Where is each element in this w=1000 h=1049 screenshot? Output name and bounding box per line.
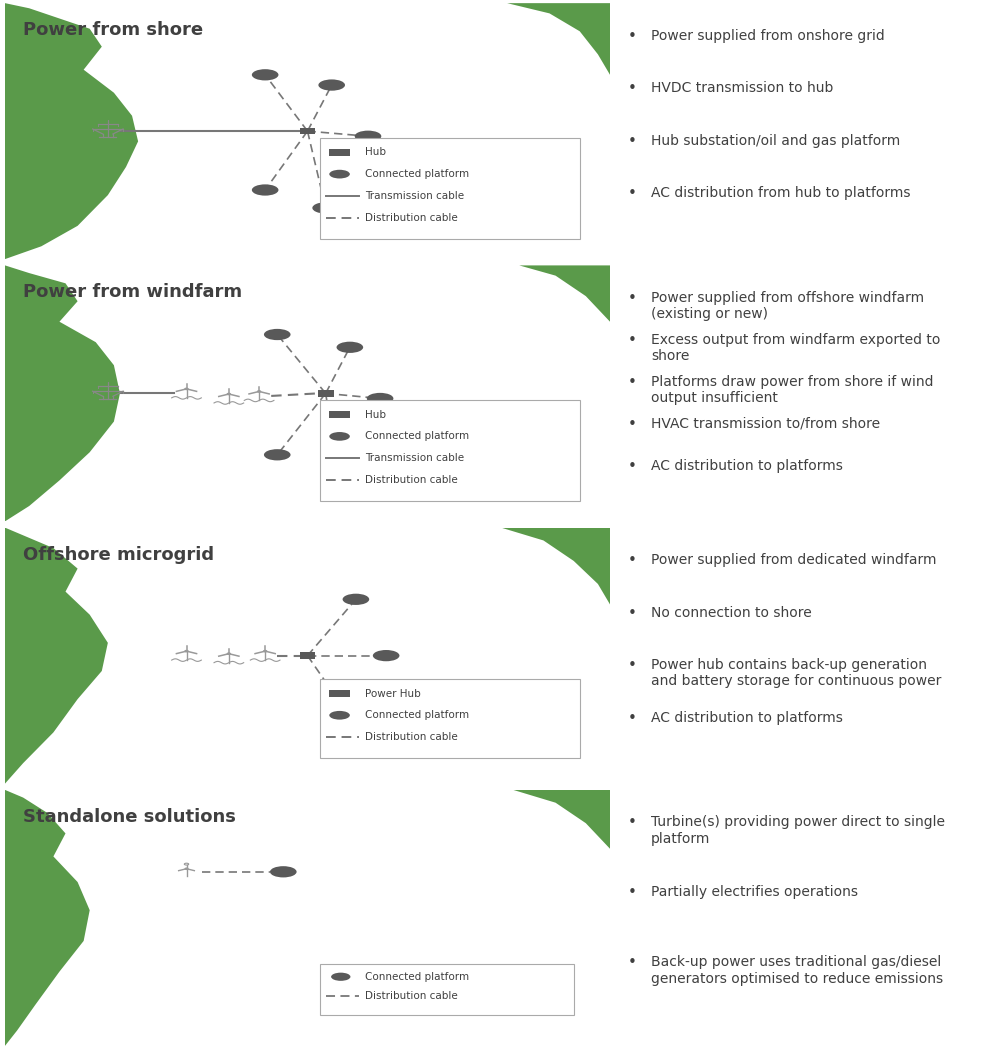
Bar: [320, 137, 580, 238]
Text: Standalone solutions: Standalone solutions: [23, 808, 236, 826]
Circle shape: [270, 866, 297, 877]
Text: Power from windfarm: Power from windfarm: [23, 283, 242, 301]
Circle shape: [337, 342, 363, 352]
Circle shape: [373, 650, 399, 661]
Circle shape: [324, 465, 351, 476]
Text: Power supplied from onshore grid: Power supplied from onshore grid: [651, 28, 885, 43]
Circle shape: [264, 329, 291, 340]
Text: •: •: [628, 956, 637, 970]
Text: AC distribution to platforms: AC distribution to platforms: [651, 710, 843, 725]
Circle shape: [312, 202, 339, 214]
Circle shape: [264, 449, 291, 461]
Text: •: •: [628, 710, 637, 726]
Text: Connected platform: Connected platform: [365, 971, 469, 982]
Text: •: •: [628, 885, 637, 900]
Text: Transmission cable: Transmission cable: [365, 191, 464, 200]
Circle shape: [258, 391, 261, 392]
Text: Hub: Hub: [365, 147, 386, 157]
Text: AC distribution from hub to platforms: AC distribution from hub to platforms: [651, 186, 910, 200]
Circle shape: [185, 388, 188, 389]
Text: HVAC transmission to/from shore: HVAC transmission to/from shore: [651, 416, 880, 431]
Text: Hub substation/oil and gas platform: Hub substation/oil and gas platform: [651, 133, 900, 148]
Circle shape: [185, 650, 188, 651]
Text: Power supplied from dedicated windfarm: Power supplied from dedicated windfarm: [651, 553, 936, 568]
Text: •: •: [628, 658, 637, 673]
Circle shape: [343, 594, 369, 605]
Text: •: •: [628, 553, 637, 569]
Polygon shape: [5, 790, 90, 1046]
Text: •: •: [628, 374, 637, 390]
Circle shape: [227, 393, 230, 394]
Bar: [300, 128, 315, 134]
Text: Power supplied from offshore windfarm
(existing or new): Power supplied from offshore windfarm (e…: [651, 291, 924, 321]
Circle shape: [185, 869, 188, 870]
Text: No connection to shore: No connection to shore: [651, 605, 812, 620]
Circle shape: [227, 654, 230, 655]
Circle shape: [367, 393, 393, 404]
Text: •: •: [628, 28, 637, 44]
Text: Turbine(s) providing power direct to single
platform: Turbine(s) providing power direct to sin…: [651, 815, 945, 845]
Text: •: •: [628, 815, 637, 831]
Circle shape: [318, 80, 345, 90]
Bar: [329, 690, 350, 698]
Text: Distribution cable: Distribution cable: [365, 213, 458, 222]
Text: Partially electrifies operations: Partially electrifies operations: [651, 885, 858, 899]
Text: •: •: [628, 416, 637, 432]
Text: Distribution cable: Distribution cable: [365, 732, 458, 742]
Circle shape: [329, 170, 350, 178]
Polygon shape: [5, 528, 108, 784]
Bar: [320, 964, 574, 1015]
Polygon shape: [507, 3, 610, 74]
Text: Connected platform: Connected platform: [365, 710, 469, 721]
Circle shape: [355, 131, 381, 142]
Circle shape: [252, 69, 278, 81]
Text: Offshore microgrid: Offshore microgrid: [23, 545, 214, 563]
Polygon shape: [513, 790, 610, 849]
Circle shape: [331, 972, 350, 981]
Text: Transmission cable: Transmission cable: [365, 453, 464, 463]
Text: Connected platform: Connected platform: [365, 431, 469, 442]
Text: •: •: [628, 186, 637, 201]
Text: •: •: [628, 333, 637, 348]
Text: AC distribution to platforms: AC distribution to platforms: [651, 458, 843, 473]
Circle shape: [337, 711, 363, 723]
Circle shape: [264, 650, 267, 651]
Circle shape: [329, 432, 350, 441]
Text: Power hub contains back-up generation
and battery storage for continuous power: Power hub contains back-up generation an…: [651, 658, 941, 688]
Text: •: •: [628, 605, 637, 621]
Polygon shape: [5, 3, 138, 259]
Text: Power from shore: Power from shore: [23, 21, 203, 39]
Circle shape: [252, 185, 278, 195]
Text: •: •: [628, 291, 637, 306]
Text: Connected platform: Connected platform: [365, 169, 469, 179]
Text: HVDC transmission to hub: HVDC transmission to hub: [651, 81, 833, 95]
Bar: [320, 679, 580, 758]
Polygon shape: [5, 265, 120, 521]
Text: •: •: [628, 458, 637, 474]
Polygon shape: [519, 265, 610, 322]
Bar: [329, 411, 350, 419]
Text: Distribution cable: Distribution cable: [365, 475, 458, 485]
Text: Distribution cable: Distribution cable: [365, 991, 458, 1001]
Polygon shape: [501, 528, 610, 604]
Text: Platforms draw power from shore if wind
output insufficient: Platforms draw power from shore if wind …: [651, 374, 933, 405]
Text: •: •: [628, 133, 637, 149]
Bar: [300, 652, 315, 659]
Bar: [329, 149, 350, 156]
Bar: [318, 390, 334, 397]
Text: •: •: [628, 81, 637, 97]
Text: Power Hub: Power Hub: [365, 688, 421, 699]
Text: Excess output from windfarm exported to
shore: Excess output from windfarm exported to …: [651, 333, 940, 363]
Text: Hub: Hub: [365, 409, 386, 420]
Circle shape: [329, 711, 350, 720]
Text: Back-up power uses traditional gas/diesel
generators optimised to reduce emissio: Back-up power uses traditional gas/diese…: [651, 956, 943, 986]
Bar: [320, 400, 580, 500]
